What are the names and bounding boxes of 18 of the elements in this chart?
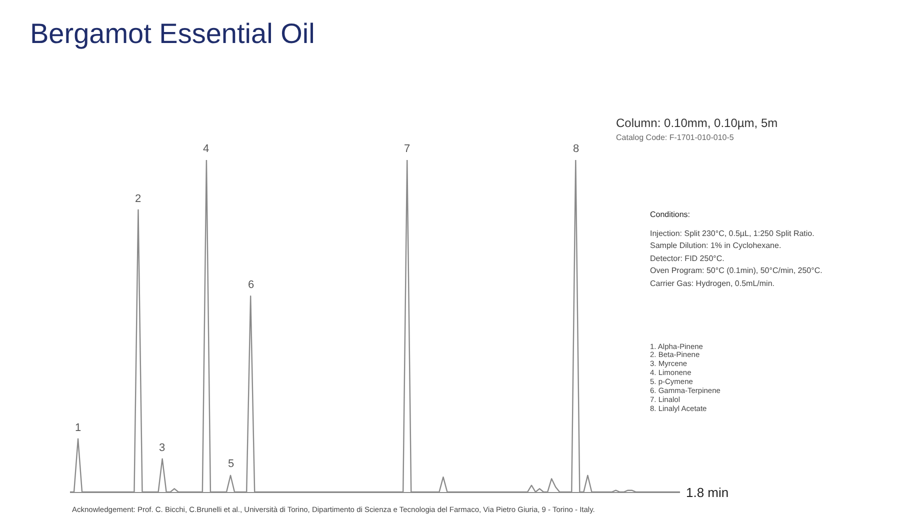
text: Column: 0.10mm, 0.10µm, 5m xyxy=(616,116,778,130)
annotation: 3 xyxy=(159,442,166,454)
annotation: Oven Program: 50°C (0.1min), 50°C/min, 250°C. xyxy=(650,266,822,275)
annotation: 7 xyxy=(404,143,410,155)
annotation: Detector: FID 250°C. xyxy=(650,254,724,263)
annotation: Conditions: xyxy=(650,210,690,219)
annotation: 5 xyxy=(228,458,234,470)
annotation: 8 xyxy=(573,143,580,155)
text: Catalog Code: F-1701-010-010-5 xyxy=(616,133,734,142)
annotation: 4 xyxy=(203,143,210,155)
annotation: 1 xyxy=(75,422,82,434)
annotation: Sample Dilution: 1% in Cyclohexane. xyxy=(650,241,782,250)
text: 1.8 min xyxy=(686,485,729,500)
annotation: 2 xyxy=(135,193,142,205)
annotation: Injection: Split 230°C, 0.5µL, 1:250 Split Ratio. xyxy=(650,229,814,238)
chart-title: Bergamot Essential Oil xyxy=(30,18,315,49)
annotation: Carrier Gas: Hydrogen, 0.5mL/min. xyxy=(650,279,774,288)
annotation: 6 xyxy=(248,279,254,291)
